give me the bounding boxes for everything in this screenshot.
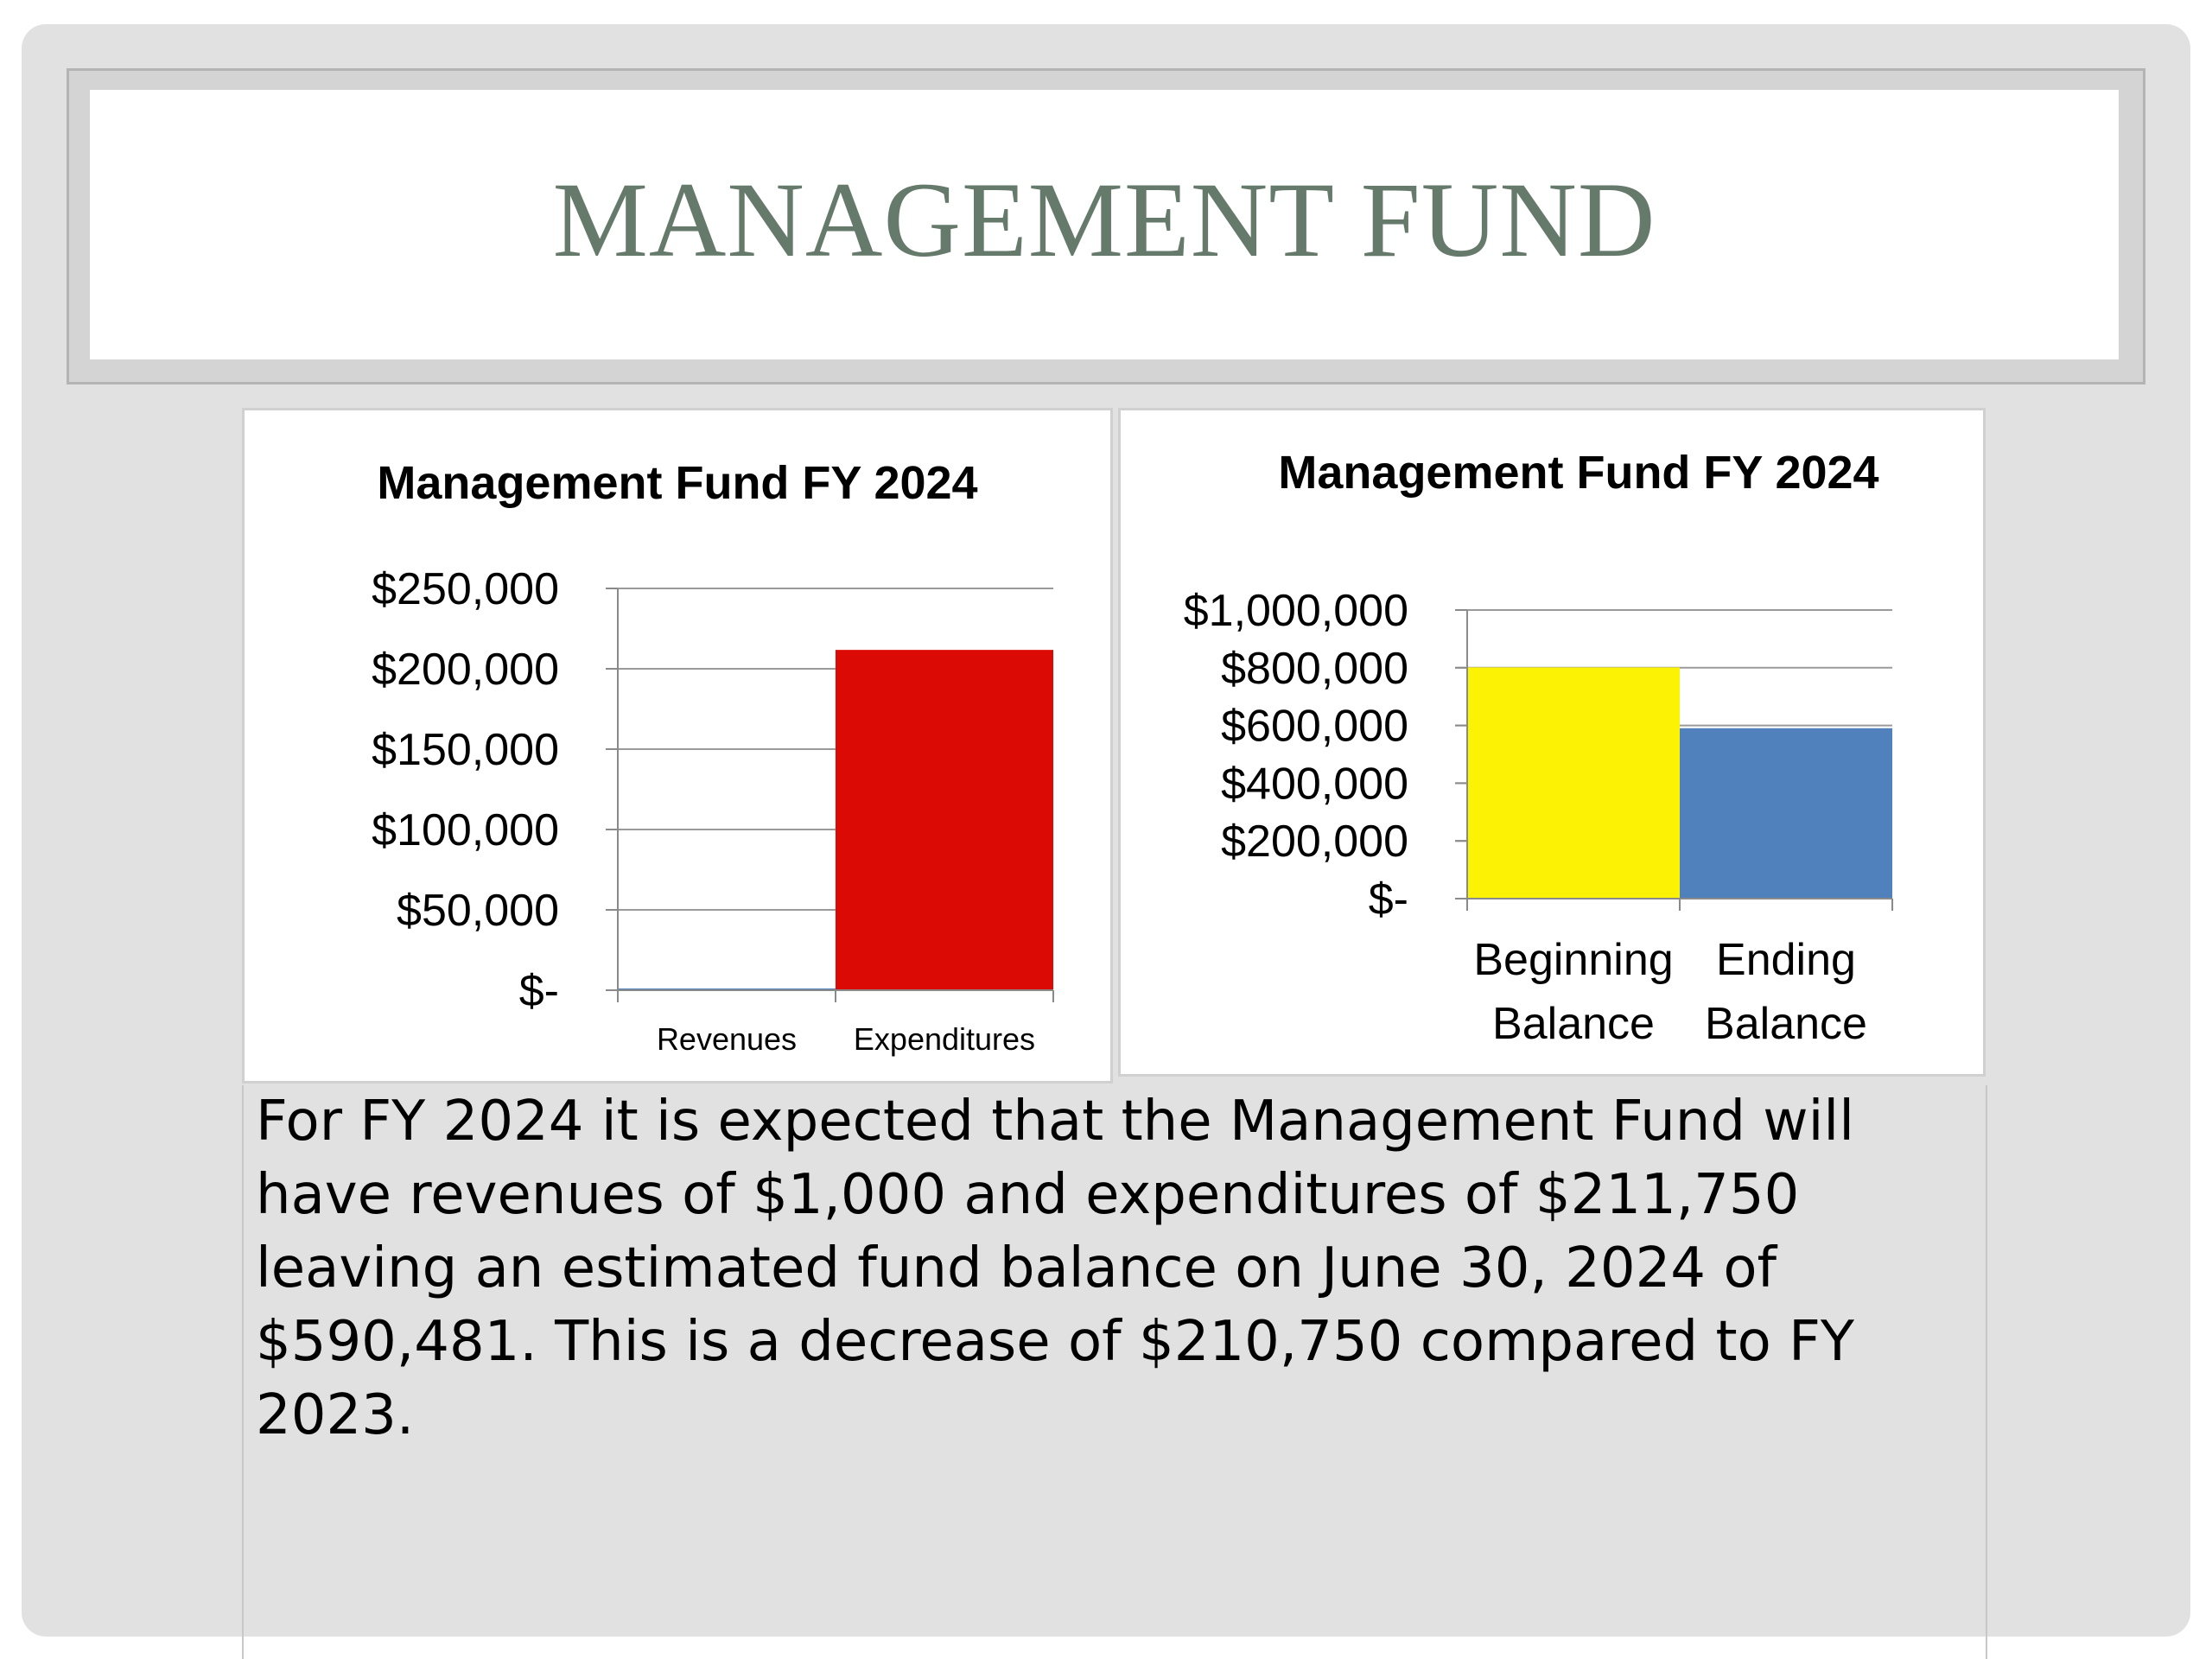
y-tick-label: $400,000 [1221, 759, 1408, 809]
x-category-label: Beginning [1473, 935, 1673, 985]
y-tick-label: $200,000 [1221, 817, 1408, 867]
y-tick-label: $50,000 [397, 886, 559, 936]
y-tick-label: $200,000 [372, 645, 559, 695]
chart-title: Management Fund FY 2024 [1278, 447, 1878, 499]
fund-balance-chart-svg: Management Fund FY 2024 $- $200,000 $400,00… [1184, 447, 1893, 1049]
revenues-expenditures-chart: Management Fund FY 2024 $- $50,000 $100,000… [242, 408, 1113, 1084]
x-category-label: Revenues [657, 1021, 797, 1057]
y-tick-label: $1,000,000 [1184, 586, 1408, 636]
y-tick-label: $800,000 [1221, 644, 1408, 694]
x-category-label: Balance [1705, 999, 1867, 1049]
bar-ending-balance [1680, 728, 1892, 899]
y-tick-label: $100,000 [372, 805, 559, 855]
y-tick-label: $250,000 [372, 564, 559, 614]
slide-title: MANAGEMENT FUND [552, 161, 1656, 279]
y-tick-label: $600,000 [1221, 702, 1408, 752]
revenues-expenditures-chart-svg: Management Fund FY 2024 $- $50,000 $100,000… [372, 457, 1054, 1057]
y-tick-label: $- [1369, 874, 1408, 925]
title-box: MANAGEMENT FUND [90, 90, 2119, 359]
chart-title: Management Fund FY 2024 [377, 457, 977, 509]
fund-balance-chart: Management Fund FY 2024 $- $200,000 $400,00… [1118, 408, 1986, 1077]
x-category-label: Balance [1492, 999, 1655, 1049]
text-box: For FY 2024 it is expected that the Mana… [242, 1085, 1987, 1659]
y-tick-label: $- [519, 966, 559, 1016]
y-tick-label: $150,000 [372, 725, 559, 775]
bar-expenditures [836, 650, 1053, 990]
body-paragraph: For FY 2024 it is expected that the Mana… [256, 1090, 1854, 1447]
x-category-label: Expenditures [854, 1021, 1035, 1057]
bar-beginning-balance [1467, 667, 1680, 899]
x-category-label: Ending [1716, 935, 1856, 985]
